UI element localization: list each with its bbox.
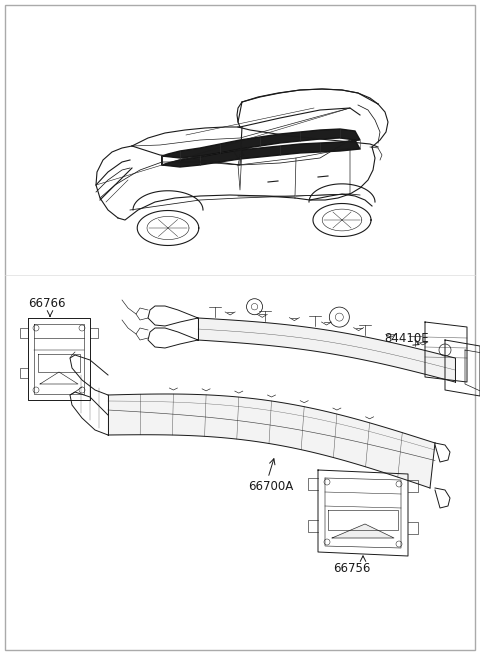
Polygon shape: [332, 524, 394, 538]
Polygon shape: [108, 394, 435, 488]
Text: 66700A: 66700A: [248, 480, 293, 493]
Text: 84410E: 84410E: [384, 331, 429, 345]
Text: 66756: 66756: [333, 562, 371, 575]
Polygon shape: [240, 127, 376, 147]
Polygon shape: [162, 129, 360, 167]
Polygon shape: [198, 318, 455, 382]
Text: 66766: 66766: [28, 297, 65, 310]
